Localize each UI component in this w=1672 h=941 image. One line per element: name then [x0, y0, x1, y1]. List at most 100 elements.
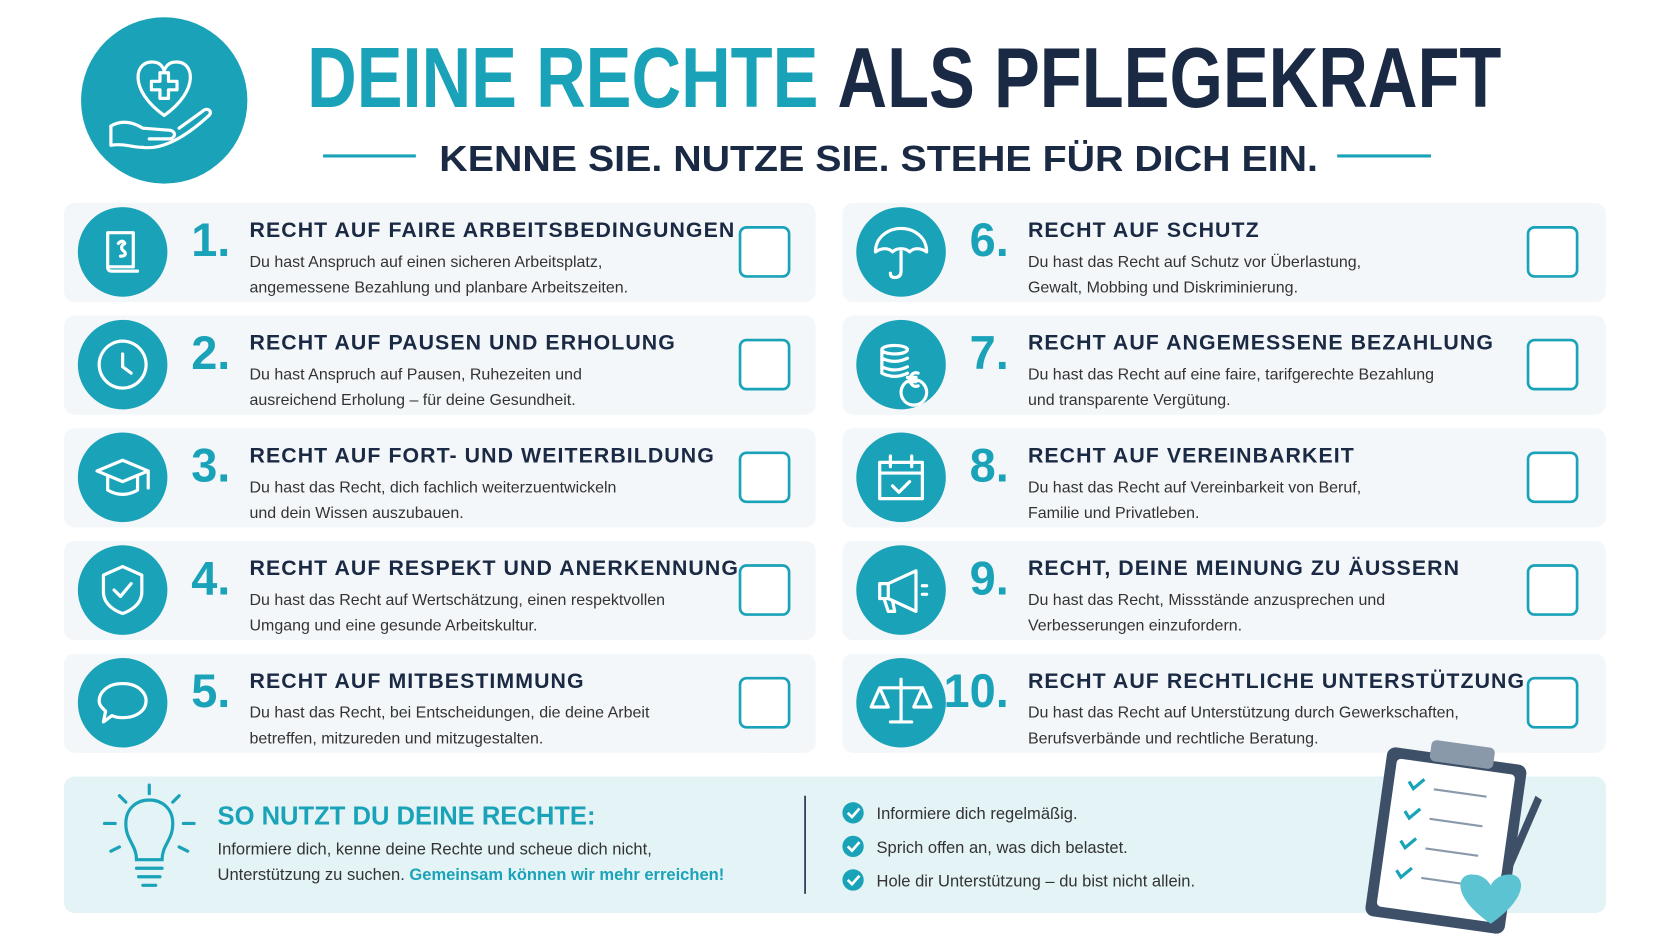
card-bg [842, 202, 1606, 303]
right-card: 9. RECHT, DEINE MEINUNG ZU ÄUSSERN Du hast… [842, 540, 1606, 641]
icon [97, 339, 148, 390]
right-title: RECHT AUF SCHUTZ [1028, 218, 1260, 242]
checkbox[interactable] [1526, 564, 1579, 616]
checklist-item: Informiere dich regelmäßig. [877, 804, 1078, 823]
tips-texts: SO NUTZT DU DEINE RECHTE: Informiere dich… [218, 802, 1196, 891]
icon [95, 458, 150, 496]
checkbox[interactable] [1526, 451, 1579, 504]
check-mark [846, 874, 861, 887]
tips-text: Informiere dich, kenne deine Rechte und … [218, 839, 652, 858]
right-number: 9. [970, 552, 1009, 604]
icon-circle [77, 545, 168, 635]
right-title: RECHT AUF PAUSEN UND ERHOLUNG [250, 331, 676, 355]
checkbox[interactable] [1526, 226, 1579, 278]
right-title: RECHT AUF FAIRE ARBEITSBEDINGUNGEN [250, 218, 736, 242]
right-text: betreffen, mitzureden und mitzugestalten… [250, 730, 544, 747]
right-text: Du hast das Recht auf Wertschätzung, ein… [250, 592, 666, 609]
right-text: ausreichend Erholung – für deine Gesundh… [250, 392, 576, 409]
right-text: Du hast Anspruch auf einen sicheren Arbe… [250, 254, 603, 271]
right-text: Verbesserungen einzufordern. [1028, 618, 1242, 635]
right-title: RECHT AUF RECHTLICHE UNTERSTÜTZUNG [1028, 668, 1525, 693]
tips-highlight: Gemeinsam können wir mehr erreichen! [409, 865, 724, 884]
icon [873, 226, 929, 280]
tips-heading: SO NUTZT DU DEINE RECHTE: [218, 803, 596, 831]
check-icon [842, 869, 864, 891]
right-text: Du hast das Recht, Missstände anzusprech… [1028, 592, 1385, 609]
icon-circle [77, 432, 168, 523]
right-card: 2. RECHT AUF PAUSEN UND ERHOLUNG Du hast A… [63, 315, 816, 415]
card-bg [63, 653, 816, 753]
card-bg [842, 315, 1606, 415]
right-title: RECHT AUF ANGEMESSENE BEZAHLUNG [1028, 331, 1494, 355]
right-title: RECHT AUF MITBESTIMMUNG [250, 669, 585, 693]
logo [81, 17, 248, 184]
right-text: Du hast das Recht auf eine faire, tarifg… [1028, 367, 1434, 384]
icon [880, 343, 929, 407]
right-text: Du hast das Recht, bei Entscheidungen, d… [250, 705, 650, 722]
checkbox[interactable] [738, 226, 791, 278]
tips-panel [63, 776, 1606, 914]
check-icon [842, 835, 864, 858]
right-text: und transparente Vergütung. [1028, 392, 1231, 409]
title: DEINE RECHTE ALS PFLEGEKRAFT [307, 31, 1501, 126]
checklist-item: Hole dir Unterstützung – du bist nicht a… [877, 871, 1196, 890]
right-title: RECHT, DEINE MEINUNG ZU ÄUSSERN [1028, 556, 1460, 580]
right-number: 8. [970, 440, 1009, 492]
checkbox[interactable] [738, 676, 791, 729]
right-title: RECHT AUF FORT- UND WEITERBILDUNG [250, 443, 715, 467]
right-text: Du hast das Recht auf Unterstützung durc… [1028, 705, 1459, 722]
icon-circle [856, 319, 946, 410]
icon [97, 681, 148, 724]
checklist-item: Sprich offen an, was dich belastet. [877, 838, 1128, 857]
tips-text: Unterstützung zu suchen. Gemeinsam könne… [218, 865, 725, 884]
title-part: ALS PFLEGEKRAFT [838, 31, 1502, 126]
right-card: 7. RECHT AUF ANGEMESSENE BEZAHLUNG Du hast… [842, 315, 1606, 415]
right-text: Gewalt, Mobbing und Diskriminierung. [1028, 279, 1298, 296]
title-part: DEINE RECHTE [307, 31, 818, 126]
right-number: 7. [970, 327, 1009, 379]
right-text: Umgang und eine gesunde Arbeitskultur. [250, 618, 538, 635]
icon [869, 677, 933, 724]
right-card: 6. RECHT AUF SCHUTZ Du hast das Recht auf … [842, 202, 1606, 303]
right-card: 5. RECHT AUF MITBESTIMMUNG Du hast das Rec… [63, 653, 816, 753]
icon [878, 569, 929, 613]
right-title: RECHT AUF RESPEKT UND ANERKENNUNG [250, 556, 739, 580]
checkbox[interactable] [1526, 676, 1579, 729]
right-text: angemessene Bezahlung und planbare Arbei… [250, 279, 629, 296]
checkbox[interactable] [738, 451, 791, 504]
card-bg [63, 315, 816, 415]
right-text: Du hast das Recht, dich fachlich weiterz… [250, 479, 617, 496]
card-bg [842, 428, 1606, 528]
right-card: 4. RECHT AUF RESPEKT UND ANERKENNUNG Du ha… [63, 540, 816, 641]
right-number: 1. [191, 214, 230, 266]
right-number: 5. [191, 665, 230, 717]
right-number: 10. [944, 665, 1009, 717]
right-text: und dein Wissen auszubauen. [250, 505, 464, 522]
icon-circle [77, 657, 168, 748]
rights-list: 1. RECHT AUF FAIRE ARBEITSBEDINGUNGEN Du h… [63, 202, 1606, 753]
checkbox[interactable] [738, 338, 791, 391]
right-text: Familie und Privatleben. [1028, 505, 1199, 522]
right-card: 8. RECHT AUF VEREINBARKEIT Du hast das Rec… [842, 428, 1606, 528]
right-title: RECHT AUF VEREINBARKEIT [1028, 443, 1355, 467]
right-number: 4. [191, 552, 230, 604]
card-bg [842, 540, 1606, 641]
check-mark [846, 807, 861, 820]
icon-circle [856, 545, 946, 635]
card-bg [842, 653, 1606, 753]
subtitle: KENNE SIE. NUTZE SIE. STEHE FÜR DICH EIN… [439, 138, 1318, 179]
icon-circle [856, 432, 946, 523]
right-card: 3. RECHT AUF FORT- UND WEITERBILDUNG Du ha… [63, 428, 816, 528]
right-text: Berufsverbände und rechtliche Beratung. [1028, 730, 1319, 747]
card-bg [63, 540, 816, 641]
right-text: Du hast das Recht auf Schutz vor Überlas… [1028, 253, 1361, 271]
card-bg [63, 428, 816, 528]
icon [878, 454, 924, 501]
check-icon [842, 802, 864, 824]
right-number: 6. [970, 214, 1009, 266]
checkbox[interactable] [1526, 338, 1579, 391]
checkbox[interactable] [738, 564, 791, 616]
right-card: 1. RECHT AUF FAIRE ARBEITSBEDINGUNGEN Du h… [63, 202, 816, 303]
right-number: 3. [191, 440, 230, 492]
